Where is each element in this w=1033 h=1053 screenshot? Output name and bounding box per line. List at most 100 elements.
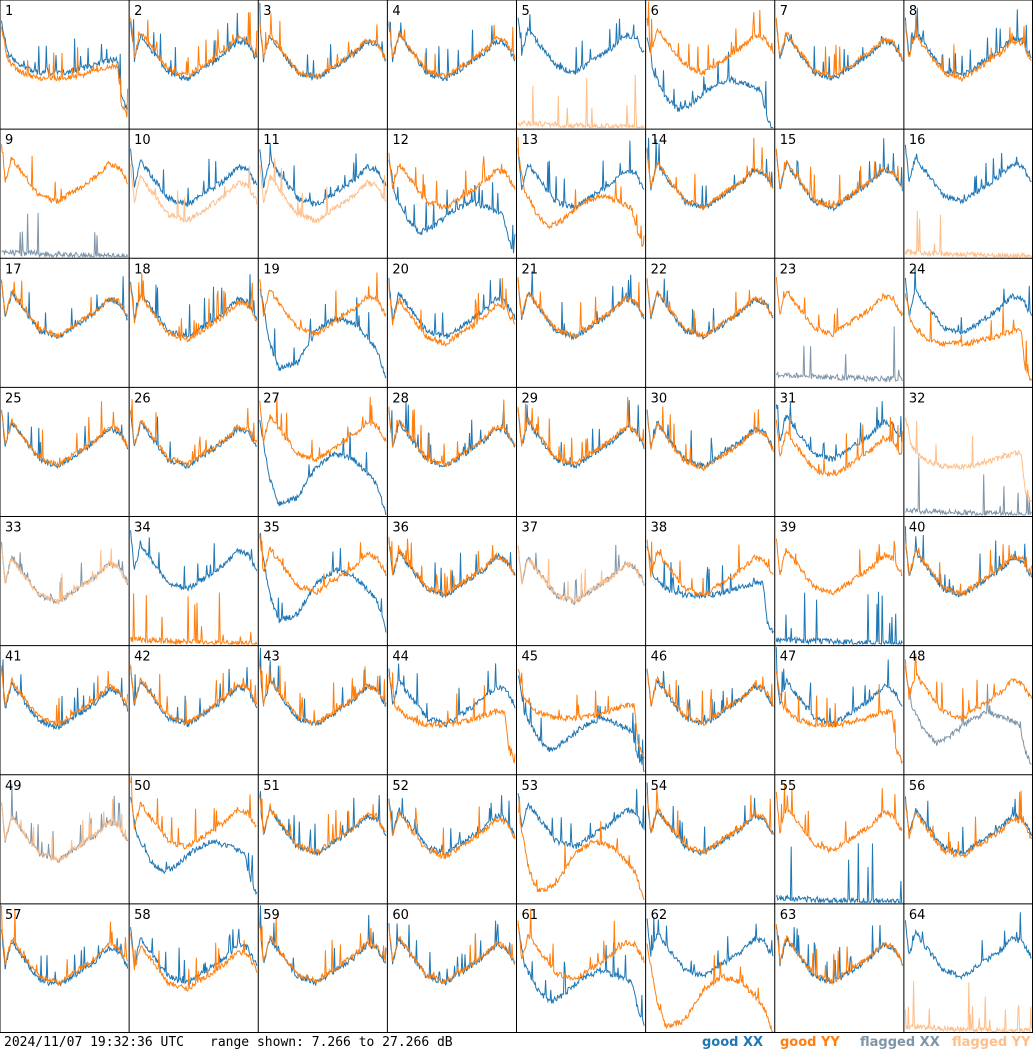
- panel-37-label: 37: [522, 521, 539, 536]
- panel-27: 27: [259, 391, 387, 516]
- panel-6-xx-line: [646, 37, 774, 129]
- panel-55-label: 55: [780, 779, 797, 794]
- panel-25-yy-line: [1, 401, 129, 468]
- legend-flagged-xx: flagged XX: [860, 1035, 940, 1050]
- panel-34: 34: [130, 521, 258, 646]
- panel-13-label: 13: [522, 133, 539, 148]
- panel-28-yy-line: [388, 399, 516, 468]
- panel-49: 49: [1, 779, 129, 864]
- panel-28-label: 28: [392, 391, 409, 406]
- panel-20-yy-line: [388, 277, 516, 347]
- panel-36-label: 36: [392, 521, 409, 536]
- panel-21: 21: [517, 262, 645, 341]
- panel-7-xx-line: [775, 19, 903, 81]
- panel-24-yy-line: [904, 293, 1032, 382]
- panel-50-xx-line: [130, 796, 258, 896]
- panel-13-yy-line: [517, 136, 645, 247]
- panel-46-label: 46: [651, 650, 668, 665]
- panel-24: 24: [904, 262, 1032, 382]
- panel-30-xx-line: [646, 409, 774, 470]
- panel-45-yy-line: [517, 668, 645, 759]
- panel-42-label: 42: [134, 650, 151, 665]
- panel-45-xx-line: [517, 675, 645, 773]
- panel-28: 28: [388, 391, 516, 468]
- panel-38-xx-line: [646, 546, 774, 634]
- panel-63: 63: [775, 908, 903, 986]
- panel-16-label: 16: [909, 133, 926, 148]
- panel-22-label: 22: [651, 262, 668, 277]
- panel-43: 43: [259, 647, 387, 727]
- panel-16: 16: [904, 133, 1032, 259]
- panel-35: 35: [259, 521, 387, 633]
- panel-22-yy-line: [646, 278, 774, 338]
- panel-29-label: 29: [522, 391, 539, 406]
- panel-23-yy-line: [775, 276, 903, 338]
- panel-63-yy-line: [775, 924, 903, 986]
- panel-58-yy-line: [130, 933, 258, 992]
- panel-51-label: 51: [263, 779, 280, 794]
- panel-8-label: 8: [909, 4, 917, 19]
- panel-50: 50: [130, 776, 258, 896]
- panel-63-xx-line: [775, 924, 903, 985]
- panel-12-label: 12: [392, 133, 409, 148]
- panel-26-label: 26: [134, 391, 151, 406]
- panel-10: 10: [130, 133, 258, 224]
- panel-29-yy-line: [517, 396, 645, 466]
- panel-6-label: 6: [651, 4, 659, 19]
- panel-56-yy-line: [904, 790, 1032, 859]
- panel-47-label: 47: [780, 650, 797, 665]
- timestamp: 2024/11/07 19:32:36 UTC: [4, 1035, 185, 1050]
- panel-53: 53: [517, 779, 645, 901]
- panel-6-yy-line: [646, 1, 774, 76]
- panel-59-yy-line: [259, 916, 387, 984]
- panel-64-yy-line: [904, 981, 1032, 1033]
- panel-40-label: 40: [909, 521, 926, 536]
- panel-29: 29: [517, 391, 645, 469]
- panel-62-label: 62: [651, 908, 668, 923]
- panel-19-xx-line: [259, 288, 387, 379]
- panel-61-yy-line: [517, 908, 645, 981]
- panel-31-xx-line: [775, 401, 903, 462]
- panel-50-yy-line: [130, 776, 257, 850]
- panel-21-label: 21: [522, 262, 539, 277]
- panel-57: 57: [1, 905, 129, 987]
- panel-19-yy-line: [259, 272, 387, 337]
- panel-59: 59: [259, 905, 387, 987]
- panel-60-label: 60: [392, 908, 409, 923]
- panel-63-label: 63: [780, 908, 797, 923]
- panel-6: 6: [646, 1, 774, 129]
- panel-41-label: 41: [5, 650, 22, 665]
- panel-39-yy-line: [775, 538, 903, 596]
- panel-46-yy-line: [646, 668, 774, 727]
- panel-4-label: 4: [392, 4, 400, 19]
- panel-53-label: 53: [522, 779, 539, 794]
- panel-31-yy-line: [775, 415, 903, 478]
- panel-19-label: 19: [263, 262, 280, 277]
- legend-good-yy: good YY: [780, 1035, 840, 1050]
- panel-35-yy-line: [259, 533, 387, 596]
- panel-9-xx-line: [1, 212, 129, 259]
- panel-54-yy-line: [646, 788, 774, 855]
- panel-64-label: 64: [909, 908, 926, 923]
- panel-56: 56: [904, 779, 1032, 859]
- panel-11: 11: [259, 133, 387, 224]
- panel-56-label: 56: [909, 779, 926, 794]
- panel-2: 2: [130, 4, 258, 82]
- panel-5-label: 5: [522, 4, 530, 19]
- panel-45: 45: [517, 650, 645, 773]
- panel-42-yy-line: [130, 664, 258, 726]
- panel-48-xx-line: [904, 666, 1032, 765]
- panel-1-xx-line: [1, 20, 129, 111]
- panel-52-label: 52: [392, 779, 409, 794]
- panel-26-yy-line: [130, 399, 258, 468]
- panel-54-label: 54: [651, 779, 668, 794]
- panel-14: 14: [646, 133, 774, 211]
- panel-23-xx-line: [775, 326, 903, 383]
- panel-12: 12: [388, 133, 516, 254]
- panel-32-label: 32: [909, 391, 926, 406]
- panel-14-yy-line: [646, 137, 774, 210]
- panel-32-yy-line: [904, 417, 1032, 504]
- panel-23: 23: [775, 262, 903, 383]
- panel-30-yy-line: [646, 406, 774, 472]
- panel-35-xx-line: [259, 532, 387, 633]
